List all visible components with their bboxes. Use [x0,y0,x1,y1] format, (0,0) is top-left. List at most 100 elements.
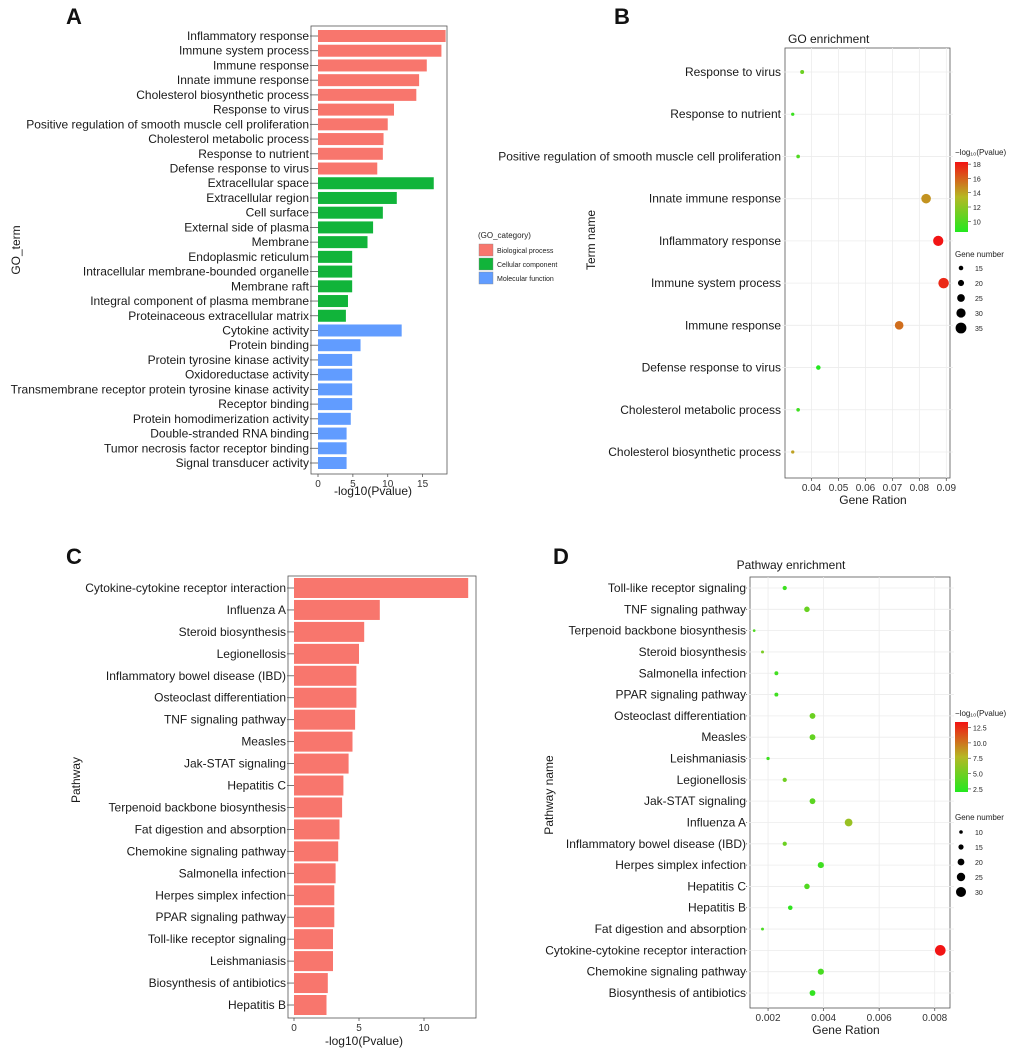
size-legend-label: 15 [975,266,983,273]
bar-28 [318,427,347,440]
category-label: Innate immune response [649,192,781,206]
size-legend-dot [959,830,963,834]
point-9 [766,756,770,761]
category-label: Cytokine activity [222,323,309,337]
point-10 [791,450,795,454]
size-legend-dot [956,308,966,318]
category-label: Proteinaceous extracellular matrix [128,309,309,323]
point-5 [774,671,779,676]
point-3 [752,629,756,632]
point-18 [934,945,946,956]
x-tick-label: 0.04 [802,483,822,494]
bar-29 [318,442,347,455]
size-legend-dot [958,844,964,850]
colorbar-tick-label: 10 [973,219,981,226]
x-tick-label: 0.08 [910,483,930,494]
panel-d: D Pathway enrichment Toll-like receptor … [542,544,1006,1037]
size-legend-label: 35 [975,326,983,333]
panel-d-size-legend: 10 15 20 25 30 [956,830,983,897]
panel-b-points [791,70,949,454]
point-19 [817,968,824,975]
bar-10 [294,775,344,796]
point-4 [921,193,931,204]
panel-d-colorbar-ticks: 12.5 10.0 7.5 5.0 2.5 [968,726,987,794]
category-label: Terpenoid backbone biosynthesis [109,800,286,814]
category-label: Toll-like receptor signaling [148,932,286,946]
x-tick-label: 0 [291,1023,297,1034]
size-legend-dot [956,872,966,882]
category-label: Extracellular space [208,176,310,190]
category-label: Response to virus [685,65,781,79]
category-label: PPAR signaling pathway [155,910,286,924]
point-17 [761,927,764,931]
bar-8 [294,731,353,752]
panel-a-x-axis: 0 5 10 15 [315,474,429,490]
size-legend-dot [955,322,967,334]
bar-26 [318,398,353,411]
category-label: Innate immune response [177,73,309,87]
size-legend-label: 10 [975,830,983,837]
panel-c-letter: C [66,544,82,569]
x-tick-label: 15 [417,479,429,490]
point-16 [787,905,793,911]
point-6 [774,692,779,697]
point-13 [782,841,787,846]
category-label: Inflammatory response [187,29,309,43]
colorbar-tick-label: 12.5 [973,726,987,733]
category-label: Intracellular membrane-bounded organelle [83,265,309,279]
panel-d-size-legend-title: Gene number [955,813,1004,822]
bar-5 [318,88,417,101]
category-label: Steroid biosynthesis [639,645,746,659]
category-label: External side of plasma [184,220,309,234]
category-label: Fat digestion and absorption [595,922,746,936]
colorbar-tick-label: 10.0 [973,741,987,748]
category-label: Salmonella infection [179,866,286,880]
point-6 [938,277,949,289]
point-4 [761,650,764,654]
bar-11 [294,797,343,818]
point-3 [796,154,800,159]
category-label: Cholesterol biosynthetic process [136,88,309,102]
bar-15 [294,885,335,906]
category-label: Tumor necrosis factor receptor binding [104,441,309,455]
category-label: Oxidoreductase activity [185,368,309,382]
size-legend-label: 25 [975,875,983,882]
panel-b-color-legend-title: −log₁₀(Pvalue) [955,148,1006,157]
category-label: TNF signaling pathway [164,713,286,727]
point-20 [809,990,816,996]
point-11 [809,798,816,805]
category-label: Integral component of plasma membrane [90,294,309,308]
category-label: Herpes simplex infection [155,888,286,902]
panel-c-x-axis-title: -log10(Pvalue) [325,1034,403,1048]
panel-b-x-axis: 0.04 0.05 0.06 0.07 0.08 0.09 [802,478,956,494]
category-label: Measles [701,730,746,744]
panel-d-letter: D [553,544,569,569]
x-tick-label: 0.07 [883,483,903,494]
size-legend-label: 20 [975,860,983,867]
bar-11 [318,177,434,190]
point-7 [894,321,904,330]
bar-3 [294,621,365,642]
panel-a-y-axis-title: GO_term [9,225,23,274]
category-label: Receptor binding [218,397,309,411]
size-legend-label: 30 [975,890,983,897]
point-7 [809,712,816,719]
panel-c-y-axis-title: Pathway [69,757,83,803]
panel-d-title: Pathway enrichment [737,558,846,572]
colorbar-tick-label: 2.5 [973,787,983,794]
category-label: Double-stranded RNA binding [150,427,309,441]
category-label: Jak-STAT signaling [184,757,286,771]
category-label: TNF signaling pathway [624,602,746,616]
panel-d-color-legend-title: −log₁₀(Pvalue) [955,709,1006,718]
category-label: Protein tyrosine kinase activity [148,353,309,367]
category-label: Fat digestion and absorption [135,822,286,836]
category-label: Cholesterol metabolic process [148,132,309,146]
panel-d-colorbar [955,722,968,792]
x-tick-label: 0.004 [811,1013,836,1024]
category-label: Terpenoid backbone biosynthesis [569,624,746,638]
category-label: Immune response [213,58,309,72]
bar-21 [318,324,402,337]
category-label: Chemokine signaling pathway [127,844,286,858]
bar-2 [294,599,380,620]
